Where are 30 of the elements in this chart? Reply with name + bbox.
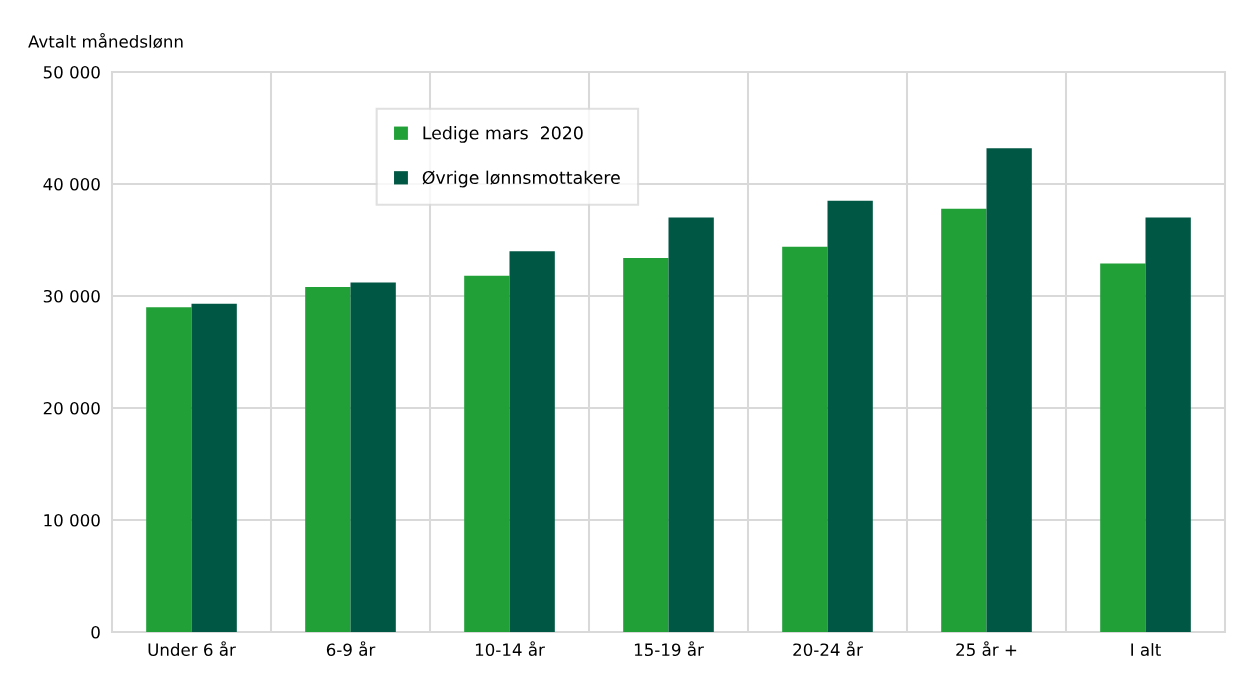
y-tick-label: 30 000: [43, 289, 100, 303]
bar: [668, 217, 714, 632]
y-tick-label: 50 000: [43, 65, 100, 79]
bar: [827, 200, 873, 632]
x-tick-label: 10-14 år: [475, 641, 545, 657]
bar: [941, 208, 987, 632]
bar: [986, 148, 1032, 632]
y-tick-label: 10 000: [44, 513, 100, 527]
y-tick-label: 20 000: [43, 401, 100, 415]
x-tick-label: 25 år +: [956, 641, 1017, 657]
x-tick-label: Under 6 år: [148, 641, 236, 657]
bar: [305, 287, 351, 632]
bar: [1100, 263, 1146, 632]
x-tick-label: 15-19 år: [634, 641, 704, 657]
bar: [1145, 217, 1191, 632]
y-axis-title: Avtalt månedslønn: [28, 32, 183, 49]
bar: [350, 282, 396, 632]
x-tick-label: 6-9 år: [326, 641, 376, 657]
bar: [146, 307, 192, 632]
legend-label: Ledige mars 2020: [423, 126, 583, 143]
x-tick-label: 20-24 år: [793, 641, 863, 657]
y-tick-label: 0: [91, 625, 100, 639]
x-tick-label: I alt: [1131, 643, 1161, 657]
bar: [782, 246, 828, 632]
bar: [464, 275, 510, 632]
y-tick-label: 40 000: [43, 177, 100, 191]
bar: [509, 251, 555, 632]
legend-label: Øvrige lønnsmottakere: [422, 170, 620, 188]
bar: [623, 257, 669, 632]
bar: [191, 303, 237, 632]
